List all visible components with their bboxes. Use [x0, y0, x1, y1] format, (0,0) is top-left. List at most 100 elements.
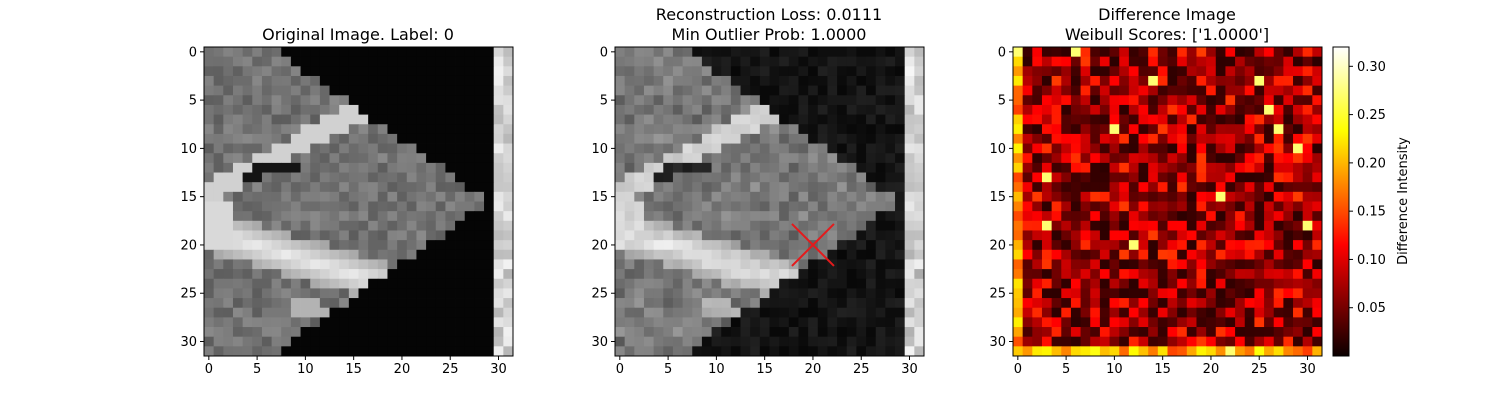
image-cell — [300, 327, 311, 338]
image-cell — [875, 249, 886, 260]
diff-cell — [1302, 191, 1313, 202]
diff-cell — [1215, 133, 1226, 144]
diff-cell — [1312, 240, 1323, 251]
diff-cell — [1244, 85, 1255, 96]
image-cell — [779, 133, 790, 144]
image-cell — [682, 278, 693, 289]
image-cell — [358, 346, 369, 357]
image-cell — [730, 143, 741, 154]
diff-cell — [1013, 336, 1024, 347]
diff-cell — [1013, 47, 1024, 58]
image-grid-reconstruction — [615, 47, 925, 357]
diff-cell — [1119, 288, 1130, 299]
image-cell — [271, 240, 282, 251]
diff-cell — [1157, 153, 1168, 164]
y-tick-label: 5 — [600, 94, 608, 109]
image-cell — [397, 269, 408, 280]
diff-cell — [1283, 182, 1294, 193]
image-cell — [474, 346, 485, 357]
image-cell — [455, 327, 466, 338]
image-cell — [368, 56, 379, 67]
image-cell — [692, 259, 703, 270]
image-cell — [493, 230, 504, 241]
diff-cell — [1080, 191, 1091, 202]
diff-cell — [1225, 47, 1236, 58]
image-cell — [397, 259, 408, 270]
diff-cell — [1283, 327, 1294, 338]
image-cell — [493, 56, 504, 67]
image-cell — [310, 346, 321, 357]
image-cell — [875, 327, 886, 338]
image-cell — [464, 172, 475, 183]
image-cell — [885, 153, 896, 164]
image-cell — [643, 317, 655, 328]
image-cell — [358, 114, 369, 125]
diff-cell — [1225, 259, 1236, 270]
diff-cell — [1070, 327, 1081, 338]
diff-cell — [1312, 95, 1323, 106]
diff-cell — [1167, 346, 1178, 357]
image-cell — [846, 269, 857, 280]
image-cell — [624, 95, 635, 106]
image-cell — [672, 66, 683, 77]
image-cell — [914, 240, 925, 251]
diff-cell — [1128, 249, 1139, 260]
image-cell — [368, 269, 379, 280]
diff-cell — [1032, 327, 1043, 338]
image-cell — [464, 298, 475, 309]
diff-cell — [1080, 249, 1091, 260]
diff-cell — [1254, 153, 1265, 164]
image-cell — [711, 298, 722, 309]
image-cell — [339, 47, 350, 58]
image-cell — [856, 75, 867, 87]
image-cell — [653, 259, 664, 270]
diff-cell — [1283, 278, 1294, 289]
image-cell — [300, 172, 311, 183]
image-cell — [213, 162, 224, 173]
diff-cell — [1061, 269, 1072, 280]
diff-cell — [1070, 336, 1081, 347]
diff-cell — [1041, 56, 1053, 67]
image-cell — [711, 201, 722, 212]
image-cell — [895, 249, 906, 260]
diff-cell — [1225, 298, 1236, 309]
marker-stroke — [791, 223, 835, 267]
diff-cell — [1235, 66, 1246, 77]
image-cell — [281, 75, 292, 87]
diff-cell — [1128, 269, 1139, 280]
image-cell — [242, 104, 253, 115]
image-cell — [615, 327, 626, 338]
colorbar-tick-label: 0.05 — [1357, 301, 1386, 316]
image-cell — [711, 104, 722, 115]
diff-cell — [1167, 85, 1178, 96]
diff-cell — [1022, 230, 1033, 241]
image-cell — [643, 240, 655, 251]
diff-cell — [1196, 259, 1207, 270]
diff-cell — [1167, 47, 1178, 58]
image-cell — [914, 298, 925, 309]
image-cell — [663, 288, 674, 299]
image-cell — [455, 201, 466, 212]
diff-cell — [1206, 249, 1217, 260]
diff-cell — [1090, 133, 1101, 144]
image-cell — [204, 346, 215, 357]
image-cell — [503, 230, 514, 241]
diff-cell — [1244, 220, 1255, 231]
image-cell — [769, 133, 780, 144]
diff-cell — [1138, 249, 1149, 260]
diff-cell — [1215, 240, 1226, 251]
image-cell — [615, 104, 626, 115]
image-cell — [464, 307, 475, 318]
image-cell — [435, 220, 446, 231]
diff-cell — [1215, 317, 1226, 328]
image-cell — [493, 317, 504, 328]
image-cell — [663, 220, 674, 231]
image-cell — [474, 47, 485, 58]
diff-cell — [1244, 269, 1255, 280]
image-cell — [474, 220, 485, 231]
image-cell — [856, 66, 867, 77]
image-cell — [837, 230, 848, 241]
diff-cell — [1177, 230, 1188, 241]
diff-cell — [1109, 269, 1120, 280]
image-cell — [213, 336, 224, 347]
